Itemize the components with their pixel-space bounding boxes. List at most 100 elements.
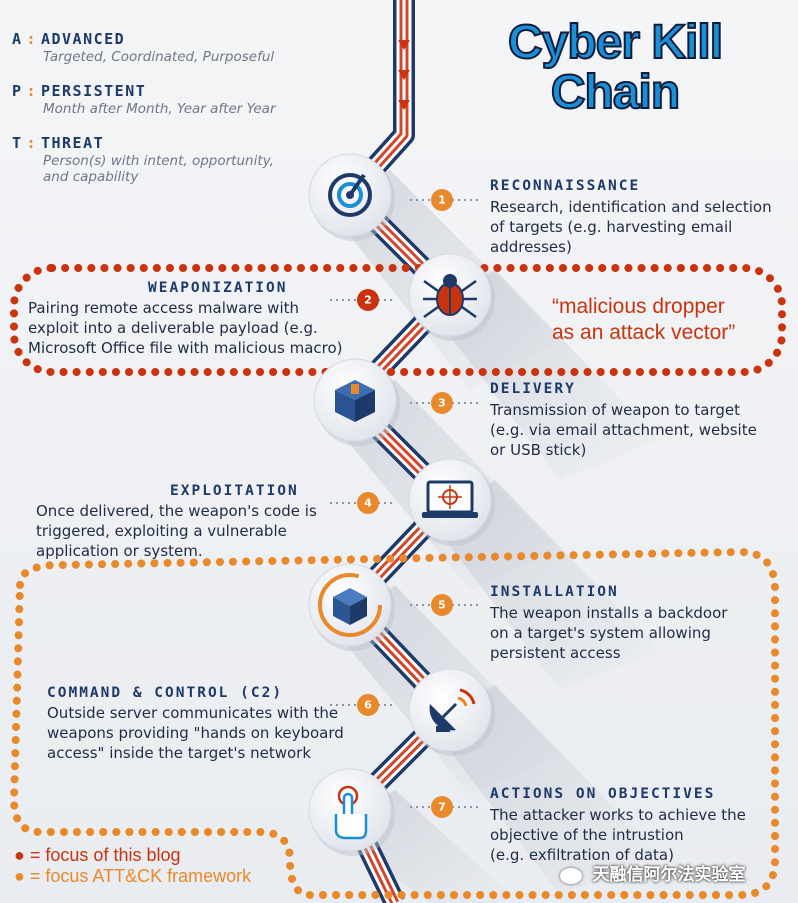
step-number: 6 — [364, 699, 372, 712]
watermark-text: 天融信阿尔法实验室 — [592, 865, 746, 885]
track-arrows — [398, 40, 410, 110]
step-icon-circle — [408, 458, 495, 546]
desc-line: The weapon installs a backdoor — [490, 604, 728, 622]
satellite-dish-icon — [429, 688, 476, 732]
desc-line: on a target's system allowing — [490, 624, 711, 642]
step-icon-circle — [313, 358, 400, 446]
apt-desc: and capability — [43, 169, 139, 185]
title-line-2: Chain — [550, 66, 681, 119]
step-title: WEAPONIZATION — [148, 280, 288, 296]
step-description: The weapon installs a backdoor on a targ… — [490, 603, 770, 663]
step-number: 3 — [438, 397, 446, 410]
color-legend: ● = focus of this blog ● = focus ATT&CK … — [14, 845, 251, 887]
apt-desc: Targeted, Coordinated, Purposeful — [43, 49, 275, 65]
desc-line: Outside server communicates with the — [47, 704, 339, 722]
desc-line: Research, identification and selection — [490, 198, 772, 216]
dropper-annotation: “malicious dropper as an attack vector” — [552, 294, 772, 346]
step-title: COMMAND & CONTROL (C2) — [47, 685, 284, 701]
desc-line: Once delivered, the weapon's code is — [36, 502, 317, 520]
step-number-badge: 7 — [431, 796, 453, 818]
step-actions-on-objectives: ACTIONS ON OBJECTIVES The attacker works… — [490, 786, 770, 865]
step-description: Pairing remote access malware with explo… — [28, 298, 358, 358]
step-icon-circle — [308, 768, 395, 856]
desc-line: of targets (e.g. harvesting email — [490, 218, 733, 236]
attack-framework-frame — [9, 547, 779, 899]
legend-text: = focus of this blog — [29, 845, 181, 865]
step-number-badge: 1 — [431, 189, 453, 211]
step-description: The attacker works to achieve the object… — [490, 805, 770, 865]
step-title: INSTALLATION — [490, 584, 619, 600]
desc-line: objective of the intrustion — [490, 826, 684, 844]
desc-line: or USB stick) — [490, 441, 587, 459]
step-number-badge: 3 — [431, 392, 453, 414]
legend-bullet: ● — [14, 866, 25, 886]
apt-colon: : — [26, 30, 37, 48]
step-description: Once delivered, the weapon's code is tri… — [36, 501, 356, 561]
desc-line: (e.g. via email attachment, website — [490, 421, 757, 439]
step-number: 5 — [438, 599, 446, 612]
desc-line: The attacker works to achieve the — [490, 806, 746, 824]
step-delivery: DELIVERY Transmission of weapon to targe… — [490, 381, 790, 460]
desc-line: weapons providing "hands on keyboard — [47, 724, 344, 742]
step-number: 2 — [364, 294, 372, 307]
legend-text: = focus ATT&CK framework — [29, 866, 252, 886]
apt-colon: : — [26, 82, 37, 100]
desc-line: Transmission of weapon to target — [490, 401, 740, 419]
package-icon — [335, 380, 375, 422]
step-description: Transmission of weapon to target (e.g. v… — [490, 400, 790, 460]
connector-lines — [330, 199, 478, 808]
step-number-badge: 4 — [357, 492, 379, 514]
step-title: DELIVERY — [490, 381, 576, 397]
annotation-line: “malicious dropper — [552, 295, 725, 318]
apt-definition: A : ADVANCED Targeted, Coordinated, Purp… — [12, 30, 312, 185]
desc-line: access" inside the target's network — [47, 744, 312, 762]
bug-icon — [423, 274, 477, 319]
step-icon-circle — [308, 563, 395, 651]
legend-item-blog: ● = focus of this blog — [14, 845, 251, 866]
annotation-line: as an attack vector” — [552, 321, 736, 344]
apt-persistent: P : PERSISTENT Month after Month, Year a… — [12, 82, 312, 134]
step-number: 1 — [438, 194, 446, 207]
step-number: 4 — [364, 497, 372, 510]
step-number-badge: 5 — [431, 594, 453, 616]
apt-word: ADVANCED — [40, 30, 126, 48]
step-command-control: COMMAND & CONTROL (C2) Outside server co… — [47, 685, 367, 763]
apt-threat: T : THREAT Person(s) with intent, opport… — [12, 134, 312, 185]
radar-icon — [328, 173, 372, 217]
apt-colon: : — [26, 134, 37, 152]
apt-letter: T — [12, 134, 23, 152]
step-number-badge: 2 — [357, 289, 379, 311]
apt-word: THREAT — [40, 134, 105, 152]
desc-line: Pairing remote access malware with — [28, 299, 299, 317]
step-title: RECONNAISSANCE — [490, 178, 641, 194]
hand-touch-icon — [334, 785, 368, 840]
step-number-badge: 6 — [357, 694, 379, 716]
desc-line: addresses) — [490, 238, 572, 256]
step-description: Research, identification and selection o… — [490, 197, 790, 257]
title-line-1: Cyber Kill — [507, 16, 724, 69]
apt-desc: Person(s) with intent, opportunity, — [43, 153, 274, 169]
apt-advanced: A : ADVANCED Targeted, Coordinated, Purp… — [12, 30, 312, 82]
apt-desc: Month after Month, Year after Year — [43, 101, 276, 117]
legend-bullet: ● — [14, 845, 25, 865]
laptop-target-icon — [422, 480, 478, 518]
step-number: 7 — [438, 801, 446, 814]
step-icon-circle — [408, 668, 495, 756]
step-icon-circle — [408, 253, 495, 341]
desc-line: triggered, exploiting a vulnerable — [36, 522, 287, 540]
watermark: 天融信阿尔法实验室 — [560, 860, 745, 885]
step-installation: INSTALLATION The weapon installs a backd… — [490, 584, 770, 663]
desc-line: application or system. — [36, 542, 203, 560]
step-weaponization: WEAPONIZATION Pairing remote access malw… — [28, 280, 358, 358]
apt-word: PERSISTENT — [40, 82, 147, 100]
step-icon-circle — [308, 153, 395, 241]
step-reconnaissance: RECONNAISSANCE Research, identification … — [490, 178, 790, 257]
apt-letter: A — [12, 30, 23, 48]
step-exploitation: EXPLOITATION Once delivered, the weapon'… — [36, 483, 356, 561]
desc-line: Microsoft Office file with malicious mac… — [28, 339, 343, 357]
wechat-icon — [560, 867, 582, 884]
step-description: Outside server communicates with the wea… — [47, 703, 367, 763]
page-title: Cyber Kill Chain — [490, 16, 740, 119]
